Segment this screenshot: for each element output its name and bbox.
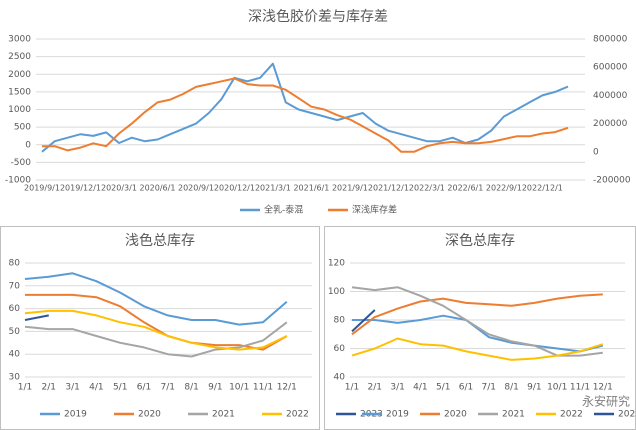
legend-label: 2022 [286,410,309,420]
series-line [24,309,288,351]
legend-label: 2023 [618,410,636,420]
y-tick-label: 80 [334,316,346,326]
x-tick-label: 5/1 [113,383,127,393]
x-tick-label: 2019/12/1 [60,184,101,193]
x-tick-label: 7/1 [161,383,175,393]
x-tick-label: 6/1 [459,383,473,393]
y-tick-label: 3000 [8,35,31,45]
legend-label: 2019 [64,410,87,420]
y-tick-label: 1500 [8,87,31,97]
y-tick-label: -1000 [5,176,31,186]
series-line [25,293,288,351]
y-tick-label: 120 [328,259,345,269]
legend-label: 全乳-泰混 [264,204,303,216]
y-tick-label: 500 [14,123,31,133]
x-tick-label: 3/1 [65,383,79,393]
y2-tick-label: 400000 [593,91,628,101]
x-tick-label: 8/1 [184,383,198,393]
x-tick-label: 2021/3/1 [255,184,291,193]
y-tick-label: 40 [334,373,346,383]
series-line [41,62,569,153]
x-tick-label: 2020/3/1 [101,184,137,193]
y2-tick-label: 800000 [593,35,628,45]
x-tick-label: 6/1 [137,383,151,393]
x-tick-label: 2021/6/1 [293,184,329,193]
x-tick-label: 2/1 [42,383,56,393]
series-line [24,272,288,326]
x-tick-label: 2022/12/1 [522,184,563,193]
y-tick-label: 60 [9,304,21,314]
x-tick-label: 12/1 [593,383,613,393]
y-tick-label: 70 [9,281,21,291]
legend-label: 2020 [138,410,161,420]
x-tick-label: 2022/6/1 [447,184,483,193]
chart-title: 深色总库存 [445,232,515,249]
y-tick-label: 80 [9,259,21,269]
chart-title: 深浅色胶价差与库存差 [248,8,388,25]
series-line [24,314,49,321]
x-tick-label: 2020/9/1 [178,184,214,193]
x-tick-label: 9/1 [527,383,541,393]
x-tick-label: 4/1 [413,383,427,393]
x-tick-label: 3/1 [390,383,404,393]
y-tick-label: 0 [25,140,31,150]
x-tick-label: 2022/3/1 [409,184,445,193]
legend-label: 2019 [386,410,409,420]
x-tick-label: 2020/6/1 [140,184,176,193]
y-tick-label: -500 [11,158,32,168]
x-tick-label: 2/1 [368,383,382,393]
x-tick-label: 10/1 [547,383,567,393]
x-tick-label: 5/1 [436,383,450,393]
x-tick-label: 2022/9/1 [486,184,522,193]
series-line [351,293,603,336]
x-tick-label: 10/1 [229,383,249,393]
panel-border [0,226,320,430]
x-tick-label: 9/1 [208,383,222,393]
x-tick-label: 11/1 [570,383,590,393]
y-tick-label: 30 [9,373,21,383]
x-tick-label: 2019/9/1 [24,184,60,193]
x-tick-label: 7/1 [482,383,496,393]
series-line [352,314,604,353]
x-tick-label: 2021/12/1 [368,184,409,193]
y-tick-label: 60 [334,344,346,354]
x-tick-label: 1/1 [345,383,359,393]
series-line [42,77,569,153]
legend-label: 2021 [502,410,525,420]
x-tick-label: 11/1 [253,383,273,393]
y-tick-label: 50 [9,327,21,337]
legend-label: 深浅库存差 [352,204,397,216]
series-line [351,309,376,333]
y2-tick-label: 0 [593,147,599,157]
x-tick-label: 12/1 [277,383,297,393]
x-tick-label: 8/1 [504,383,518,393]
y-tick-label: 2000 [8,70,31,80]
watermark: 永安研究 [582,394,630,409]
chart-title: 浅色总库存 [125,232,195,249]
y2-tick-label: 200000 [593,119,628,129]
series-line [24,321,288,358]
x-tick-label: 2020/12/1 [214,184,255,193]
y-tick-label: 40 [9,350,21,360]
legend-label: 2022 [560,410,583,420]
series-line [351,337,604,361]
legend-label: 2021 [212,410,235,420]
x-tick-label: 4/1 [89,383,103,393]
y2-tick-label: -200000 [593,176,631,186]
x-tick-label: 1/1 [18,383,32,393]
y-tick-label: 100 [328,287,345,297]
y-tick-label: 1000 [8,105,31,115]
y2-tick-label: 600000 [593,63,628,73]
y-tick-label: 2500 [8,52,31,62]
legend-label: 2020 [444,410,467,420]
x-tick-label: 2021/9/1 [332,184,368,193]
